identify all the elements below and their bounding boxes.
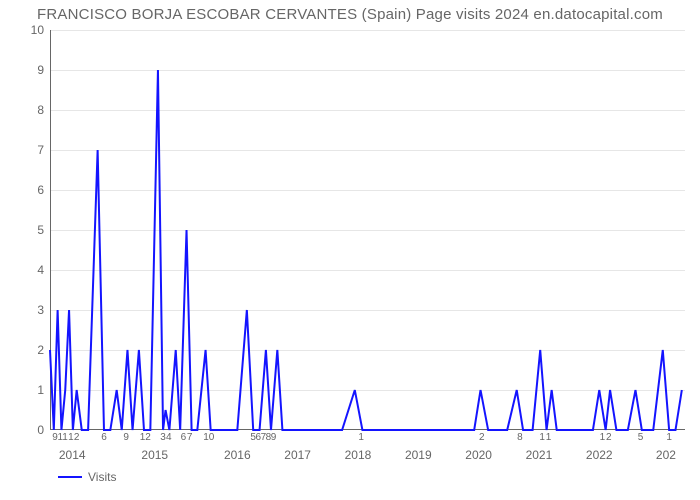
x-minor-tick: 2 bbox=[606, 432, 612, 443]
visits-line bbox=[50, 30, 685, 430]
legend-swatch bbox=[58, 476, 82, 478]
y-tick-label: 9 bbox=[0, 63, 44, 77]
y-tick-label: 8 bbox=[0, 103, 44, 117]
x-minor-tick: 7 bbox=[187, 432, 193, 443]
x-minor-tick: 2 bbox=[479, 432, 485, 443]
y-tick-label: 1 bbox=[0, 383, 44, 397]
y-tick-label: 3 bbox=[0, 303, 44, 317]
x-minor-tick: 9 bbox=[123, 432, 129, 443]
y-tick-label: 10 bbox=[0, 23, 44, 37]
x-major-tick: 2018 bbox=[345, 448, 372, 462]
x-minor-tick: 11 bbox=[57, 432, 67, 443]
legend: Visits bbox=[58, 470, 116, 484]
x-minor-tick: 2 bbox=[74, 432, 80, 443]
x-major-tick: 2019 bbox=[405, 448, 432, 462]
x-minor-tick: 10 bbox=[203, 432, 214, 443]
x-major-tick: 2015 bbox=[141, 448, 168, 462]
x-major-tick: 2022 bbox=[586, 448, 613, 462]
x-minor-tick: 12 bbox=[140, 432, 151, 443]
y-tick-label: 5 bbox=[0, 223, 44, 237]
x-major-tick: 2021 bbox=[526, 448, 553, 462]
x-minor-tick: 9 bbox=[271, 432, 277, 443]
x-minor-tick: 6 bbox=[101, 432, 107, 443]
x-minor-tick: 3 bbox=[160, 432, 166, 443]
x-minor-tick: 1 bbox=[666, 432, 672, 443]
x-minor-tick: 1 bbox=[546, 432, 552, 443]
x-minor-tick: 5 bbox=[638, 432, 644, 443]
visits-series-path bbox=[50, 70, 682, 430]
x-minor-tick: 8 bbox=[517, 432, 523, 443]
y-tick-label: 2 bbox=[0, 343, 44, 357]
legend-label: Visits bbox=[88, 470, 116, 484]
x-minor-tick: 6 bbox=[181, 432, 187, 443]
x-minor-tick: 4 bbox=[166, 432, 172, 443]
x-major-tick: 2017 bbox=[284, 448, 311, 462]
y-tick-label: 6 bbox=[0, 183, 44, 197]
y-tick-label: 7 bbox=[0, 143, 44, 157]
chart-container: FRANCISCO BORJA ESCOBAR CERVANTES (Spain… bbox=[0, 0, 700, 500]
x-major-tick: 2014 bbox=[59, 448, 86, 462]
x-minor-tick: 1 bbox=[358, 432, 364, 443]
x-minor-tick: 1 bbox=[539, 432, 545, 443]
y-tick-label: 4 bbox=[0, 263, 44, 277]
x-major-tick: 2020 bbox=[465, 448, 492, 462]
y-tick-label: 0 bbox=[0, 423, 44, 437]
x-major-tick: 2016 bbox=[224, 448, 251, 462]
x-minor-tick: 1 bbox=[600, 432, 606, 443]
chart-title: FRANCISCO BORJA ESCOBAR CERVANTES (Spain… bbox=[0, 6, 700, 23]
x-major-tick: 202 bbox=[656, 448, 676, 462]
